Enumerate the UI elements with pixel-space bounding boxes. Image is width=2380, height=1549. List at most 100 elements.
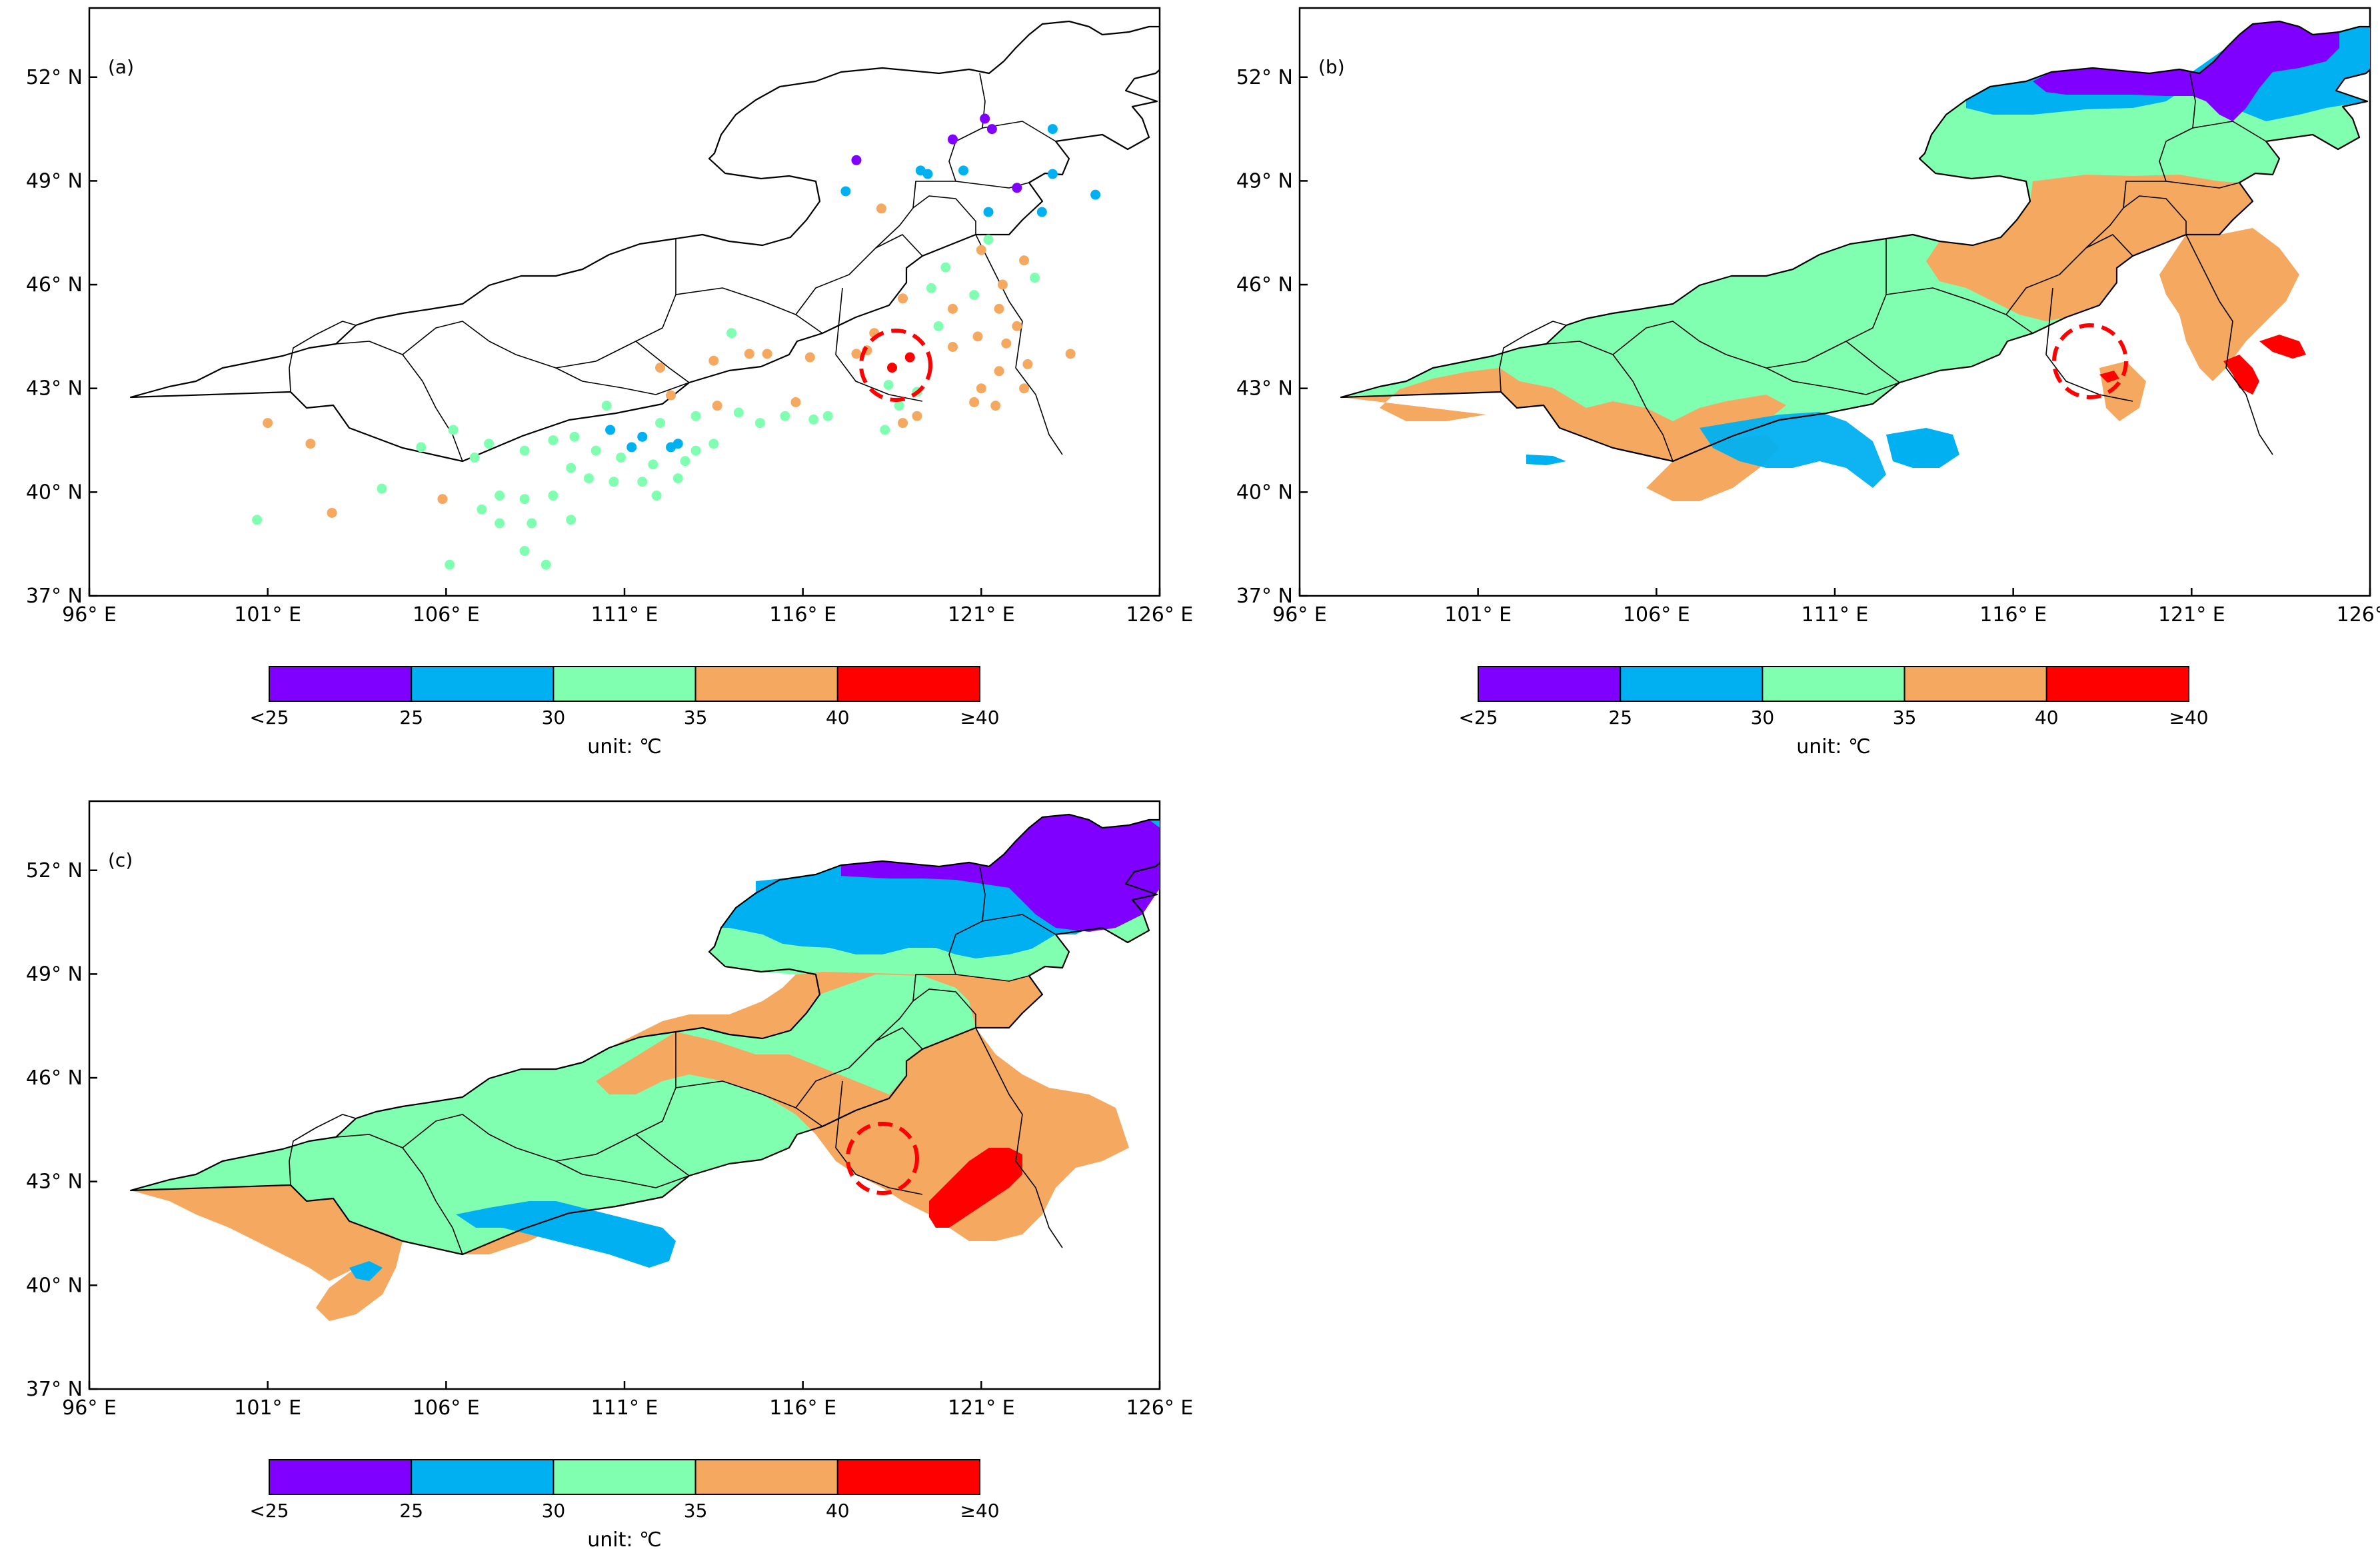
colorbar-swatch [1478,666,1622,702]
station-dot [252,515,263,525]
station-dot [754,418,765,429]
colorbar-tick-label: ≥40 [960,1500,999,1522]
colorbar-swatch [2045,666,2190,702]
station-dot [655,418,666,429]
colorbar-tick-label: ≥40 [2169,707,2208,729]
station-dot [327,507,337,518]
x-tick-label: 106° E [413,603,480,627]
map-area [129,20,1160,570]
colorbar-tick-label: 30 [542,707,566,729]
colorbar-tick-label: 25 [1608,707,1632,729]
station-dot [926,283,936,293]
station-dot [690,411,701,421]
station-dot [484,439,495,449]
station-dot [808,414,819,425]
station-dot [495,491,505,501]
colorbar-tick-label: <25 [1458,707,1498,729]
station-dot [980,113,990,124]
x-tick-label: 106° E [1623,603,1690,627]
x-tick-label: 116° E [769,1396,836,1420]
station-dot [976,245,986,255]
station-dot [922,169,933,179]
y-tick-label: 43° N [1236,377,1293,401]
colorbar-unit-label: unit: ℃ [587,735,661,759]
station-dot [948,303,958,314]
station-dot [651,491,662,501]
colorbar-tick-label: 35 [684,1500,708,1522]
x-tick-label: 111° E [1801,603,1869,627]
colorbar-swatch [269,666,413,702]
station-dot [416,442,427,453]
station-dot [648,459,658,470]
x-tick-label: 96° E [62,1396,117,1420]
station-dot [986,124,997,135]
y-tick-label: 49° N [1236,169,1293,193]
station-dot [566,463,577,473]
station-dot [990,401,1001,411]
station-dot [263,418,273,429]
station-dot [894,401,904,411]
station-dot [840,186,851,197]
station-dot [851,155,862,165]
x-tick-label: 96° E [1272,603,1327,627]
station-dot [1019,383,1030,394]
station-dot [983,207,994,217]
y-tick-label: 49° N [26,169,83,193]
station-dot [1012,321,1022,331]
station-dot [726,328,737,339]
colorbar-swatch [553,1459,696,1495]
station-dot [851,349,862,359]
colorbar-tick-label: <25 [249,1500,289,1522]
station-dot [608,477,619,487]
station-dot [672,473,683,484]
colorbar-b: <25 25 30 35 40 ≥40 unit: ℃ [1458,666,2209,759]
y-tick-label: 46° N [26,273,83,297]
station-dot [519,494,530,505]
station-dot [637,431,648,442]
x-tick-label: 126° E [2337,603,2380,627]
station-dot [495,518,505,529]
x-tick-label: 121° E [2158,603,2225,627]
panel-label: (a) [108,56,134,78]
colorbar-tick-label: 40 [826,1500,850,1522]
station-dots-layer [252,113,1101,570]
x-tick-label: 116° E [1979,603,2047,627]
station-dot [1036,207,1047,217]
x-tick-label: 126° E [1126,603,1194,627]
station-dot [666,442,676,453]
y-tick-label: 46° N [1236,273,1293,297]
station-dot [790,397,801,407]
station-dot [616,452,626,463]
station-dot [708,355,719,366]
station-dot [804,352,815,363]
station-dot [469,452,480,463]
colorbar-unit-label: unit: ℃ [1796,735,1870,759]
station-dot [437,494,448,505]
station-dot [626,442,637,453]
map-panel-a: (a) 96° E 101° E 106° E 111° E 116° E 121° E 1… [26,7,1194,627]
y-tick-label: 49° N [26,962,83,986]
station-dot [822,411,833,421]
highlight-circle [846,1122,919,1195]
colorbar-tick-label: 25 [399,1500,423,1522]
y-tick-label: 52° N [1236,66,1293,89]
station-dot [912,411,922,421]
x-tick-label: 121° E [948,1396,1015,1420]
station-dot [445,559,455,570]
colorbar-tick-label: <25 [249,707,289,729]
x-tick-label: 111° E [591,1396,658,1420]
y-tick-label: 37° N [26,585,83,608]
station-dot [519,546,530,557]
station-dot [904,352,915,363]
colorbar-tick-label: 30 [542,1500,566,1522]
station-dot [1019,255,1030,266]
y-tick-label: 37° N [1236,585,1293,608]
station-dot [876,203,886,214]
y-tick-label: 40° N [26,481,83,504]
map-frame [88,7,1161,597]
station-dot [637,477,648,487]
map-area [129,813,1160,1321]
y-tick-label: 46° N [26,1066,83,1090]
station-dot [1012,183,1022,193]
station-dot [569,431,580,442]
